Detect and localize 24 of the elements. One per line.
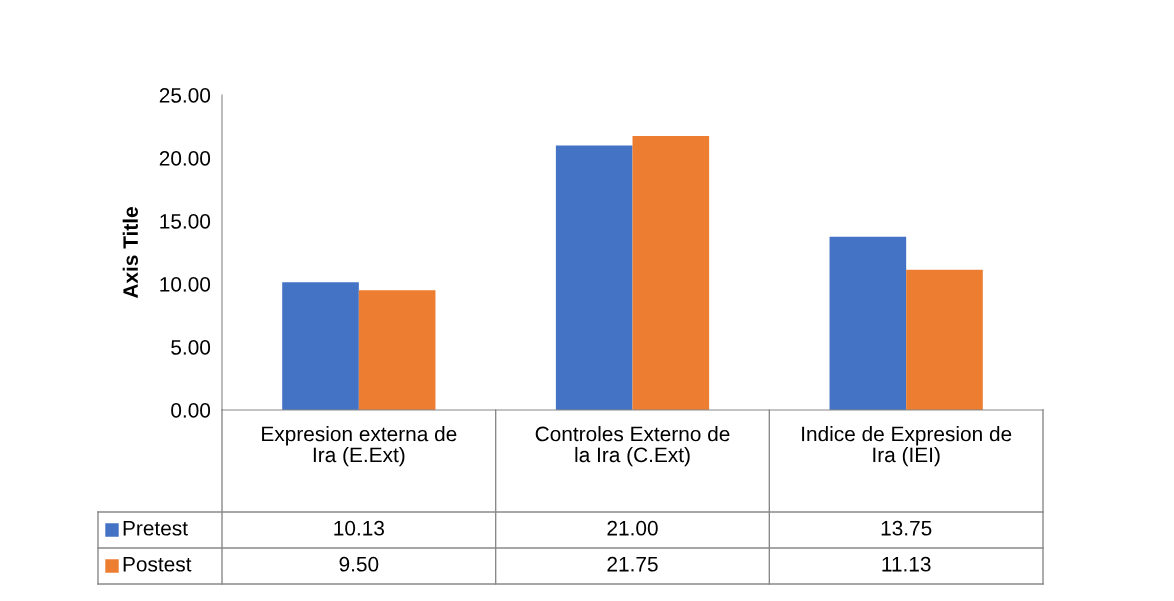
bar xyxy=(358,290,436,410)
legend-label: Postest xyxy=(123,557,192,572)
x-tick-label: Expresion externa de Ira (E.Ext) xyxy=(262,426,457,467)
y-tick-label: 0.00 xyxy=(171,403,211,418)
legend-label: Pretest xyxy=(123,521,188,536)
y-tick-label: 25.00 xyxy=(159,88,211,103)
y-tick-label: 20.00 xyxy=(159,151,211,166)
y-tick-label: 5.00 xyxy=(171,340,211,355)
bar xyxy=(632,135,710,410)
bar xyxy=(906,269,983,410)
data-label: 11.13 xyxy=(882,556,931,572)
y-axis-title: Axis Title xyxy=(122,207,138,299)
data-label: 21.75 xyxy=(607,556,658,572)
bar xyxy=(555,145,633,410)
y-tick-label: 10.00 xyxy=(160,277,211,292)
data-label: 9.50 xyxy=(339,556,379,572)
data-label: 21.00 xyxy=(607,520,658,536)
data-label: 10.13 xyxy=(334,520,384,536)
bar xyxy=(829,236,907,410)
x-tick-label: Indice de Expresion de Ira (IEI) xyxy=(802,426,1012,467)
data-label: 13.75 xyxy=(881,520,932,536)
x-tick-label: Controles Externo de la Ira (C.Ext) xyxy=(535,426,730,467)
y-tick-label: 15.00 xyxy=(160,214,211,229)
bar xyxy=(282,282,359,410)
